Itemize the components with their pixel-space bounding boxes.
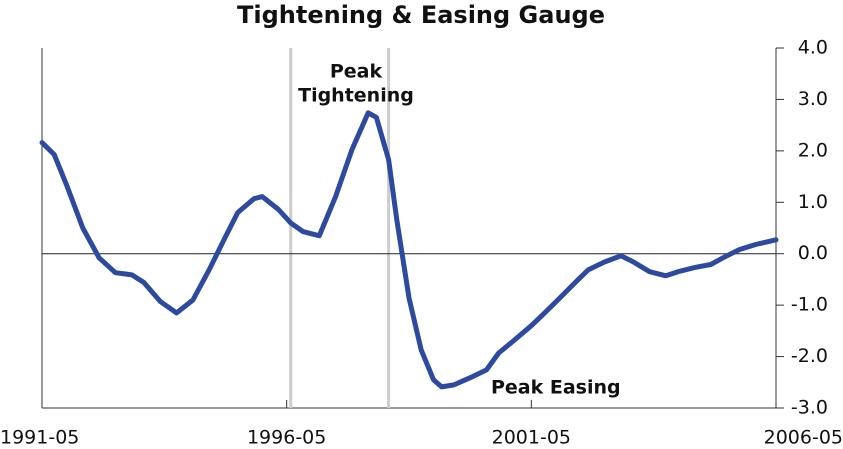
data-line (39, 110, 779, 390)
annotation: Tightening (298, 85, 414, 107)
y-tick-label: -3.0 (791, 397, 828, 419)
y-tick-label: -2.0 (791, 345, 828, 367)
annotation: Peak (330, 61, 383, 83)
x-tick-label: 1996-05 (247, 427, 326, 449)
chart-title: Tightening & Easing Gauge (237, 1, 605, 29)
y-tick-label: 2.0 (798, 139, 828, 161)
y-tick-label: 0.0 (798, 242, 828, 264)
y-tick-label: 3.0 (798, 88, 828, 110)
x-tick-label: 2006-05 (764, 427, 843, 449)
x-tick-label: 1991-05 (0, 427, 79, 449)
y-tick-label: 1.0 (798, 191, 828, 213)
y-tick-label: 4.0 (798, 37, 828, 59)
y-tick-label: -1.0 (791, 294, 828, 316)
x-tick-label: 2001-05 (492, 427, 571, 449)
annotation: Peak Easing (491, 377, 621, 399)
